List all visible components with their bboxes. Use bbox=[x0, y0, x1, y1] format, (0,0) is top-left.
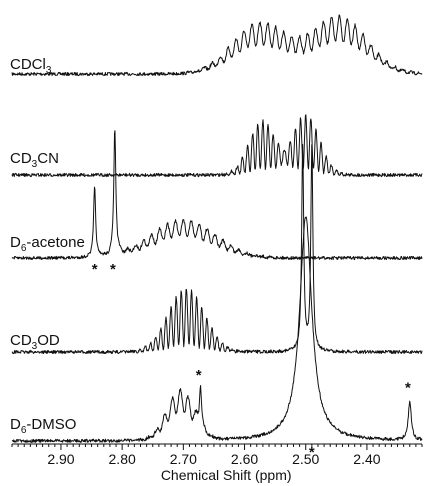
solvent-label-2: CD3CN bbox=[10, 150, 59, 170]
x-tick-label: 2.60 bbox=[231, 451, 258, 467]
x-tick-label: 2.70 bbox=[170, 451, 197, 467]
solvent-label-1: CDCl3 bbox=[10, 56, 52, 76]
x-tick-label: 2.80 bbox=[109, 451, 136, 467]
impurity-markers: * * * * * bbox=[92, 261, 411, 461]
impurity-marker: * bbox=[110, 261, 116, 278]
x-axis-tick-labels: 2.90 2.80 2.70 2.60 2.50 2.40 bbox=[47, 451, 380, 467]
x-axis: 2.90 2.80 2.70 2.60 2.50 2.40 Chemical Shift … bbox=[11, 443, 423, 483]
impurity-marker: * bbox=[405, 380, 411, 397]
impurity-marker: * bbox=[309, 444, 315, 461]
solvent-labels: CDCl3 CD3CN D6-acetone CD3OD D6-DMSO bbox=[10, 56, 85, 436]
spectrum-trace-2 bbox=[11, 114, 423, 178]
impurity-marker: * bbox=[92, 261, 98, 278]
spectrum-trace-3 bbox=[11, 130, 423, 261]
spectrum-trace-4 bbox=[11, 143, 423, 355]
x-tick-label: 2.50 bbox=[292, 451, 319, 467]
solvent-label-5: D6-DMSO bbox=[10, 416, 76, 436]
solvent-label-4: CD3OD bbox=[10, 332, 60, 352]
spectrum-trace-1 bbox=[11, 14, 423, 77]
spectrum-trace-5 bbox=[11, 216, 423, 443]
x-tick-label: 2.90 bbox=[47, 451, 74, 467]
x-axis-title: Chemical Shift (ppm) bbox=[161, 467, 292, 483]
impurity-marker: * bbox=[196, 367, 202, 384]
x-axis-ticks bbox=[11, 444, 423, 450]
spectrum-traces bbox=[11, 14, 423, 443]
x-tick-label: 2.40 bbox=[353, 451, 380, 467]
solvent-label-3: D6-acetone bbox=[10, 234, 85, 254]
